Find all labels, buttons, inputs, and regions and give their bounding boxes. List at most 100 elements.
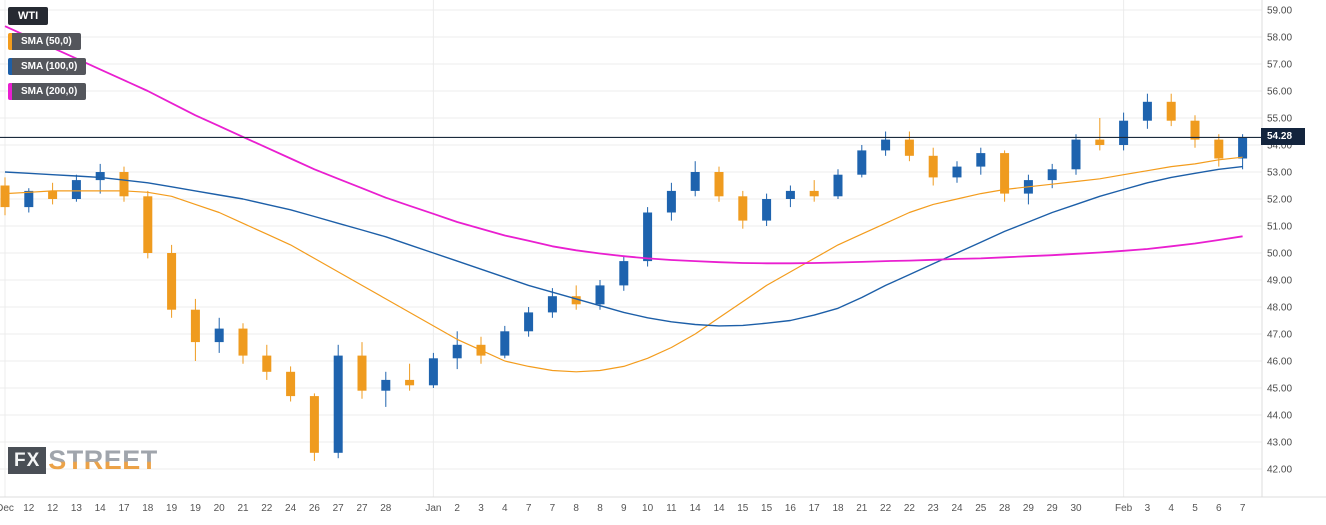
candle — [500, 325, 510, 359]
legend-sma-200[interactable]: SMA (200,0) — [8, 83, 87, 100]
candle — [928, 147, 938, 186]
y-tick-label: 55.00 — [1267, 114, 1292, 125]
y-tick-label: 45.00 — [1267, 384, 1292, 395]
x-tick-label: 27 — [356, 503, 368, 514]
candle — [1190, 115, 1200, 148]
fxstreet-logo-fx: FX — [8, 447, 47, 474]
x-tick-label: 27 — [333, 503, 345, 514]
candle — [119, 166, 129, 202]
candle — [547, 288, 557, 318]
candle — [595, 280, 605, 310]
candle — [1023, 174, 1033, 205]
x-tick-label: 22 — [904, 503, 916, 514]
candle — [405, 363, 415, 391]
y-tick-label: 46.00 — [1267, 357, 1292, 368]
candle — [238, 323, 248, 364]
candle — [976, 147, 986, 175]
candle — [714, 166, 724, 202]
candle — [190, 298, 200, 361]
x-tick-label: 28 — [380, 503, 392, 514]
candle — [1119, 112, 1129, 151]
x-tick-label: 13 — [71, 503, 83, 514]
legend-sma-50[interactable]: SMA (50,0) — [8, 33, 81, 50]
x-tick-label: 25 — [975, 503, 987, 514]
candle — [1166, 93, 1176, 127]
y-tick-label: 43.00 — [1267, 438, 1292, 449]
candle — [690, 161, 700, 197]
candle — [1095, 118, 1105, 151]
candle — [785, 185, 795, 208]
candle — [95, 163, 105, 194]
candle — [381, 371, 391, 407]
candle — [619, 255, 629, 291]
candle — [0, 177, 10, 216]
x-tick-label: 9 — [621, 503, 627, 514]
x-tick-label: 4 — [502, 503, 508, 514]
y-tick-label: 52.00 — [1267, 195, 1292, 206]
x-tick-label: 17 — [118, 503, 130, 514]
fxstreet-logo: FX STREET — [8, 447, 158, 474]
x-tick-label: 8 — [573, 503, 579, 514]
x-tick-label: Jan — [425, 503, 441, 514]
x-tick-label: 24 — [951, 503, 963, 514]
x-tick-label: 15 — [737, 503, 749, 514]
x-tick-label: 12 — [23, 503, 35, 514]
candle — [71, 174, 81, 202]
price-badge: 54.28 — [1261, 128, 1305, 146]
candle — [48, 182, 58, 205]
candle — [881, 131, 891, 156]
x-tick-label: 21 — [237, 503, 249, 514]
x-tick-label: 11 — [666, 503, 677, 514]
x-tick-label: 3 — [478, 503, 484, 514]
sma-50-line — [4, 156, 1243, 373]
candle — [738, 190, 748, 229]
y-tick-label: 53.00 — [1267, 168, 1292, 179]
candle — [833, 169, 843, 199]
x-tick-label: 18 — [832, 503, 844, 514]
x-tick-label: 7 — [526, 503, 532, 514]
x-tick-label: 18 — [142, 503, 154, 514]
candle — [214, 317, 224, 353]
sma-200-line — [4, 25, 1243, 265]
x-tick-label: 5 — [1192, 503, 1198, 514]
candle — [1142, 93, 1152, 129]
x-tick-label: 20 — [214, 503, 226, 514]
candle — [428, 352, 438, 388]
candle — [643, 207, 653, 267]
fxstreet-logo-street: STREET — [48, 445, 158, 475]
x-tick-label: 2 — [454, 503, 460, 514]
y-tick-label: 50.00 — [1267, 249, 1292, 260]
candle — [904, 131, 914, 162]
candle — [762, 193, 772, 226]
gridlines — [0, 0, 1262, 497]
x-tick-label: 19 — [190, 503, 202, 514]
candle — [1238, 134, 1248, 170]
candle — [571, 285, 581, 310]
x-tick-label: 14 — [95, 503, 107, 514]
legend-sma-100[interactable]: SMA (100,0) — [8, 58, 87, 75]
y-tick-label: 58.00 — [1267, 33, 1292, 44]
candle — [524, 307, 534, 337]
y-axis: 59.00 58.00 57.00 56.00 55.00 54.00 53.00 52.00… — [1267, 6, 1292, 476]
x-tick-label: 8 — [597, 503, 603, 514]
x-tick-label: 14 — [713, 503, 725, 514]
candle — [857, 145, 867, 178]
x-tick-label: 12 — [47, 503, 59, 514]
x-tick-label: 24 — [285, 503, 297, 514]
x-tick-label: 7 — [550, 503, 556, 514]
candlestick-series — [0, 93, 1248, 461]
x-tick-label: 17 — [809, 503, 821, 514]
candle — [666, 182, 676, 221]
symbol-badge-wti[interactable]: WTI — [8, 7, 49, 25]
x-tick-label: 14 — [690, 503, 702, 514]
x-tick-label: 10 — [642, 503, 654, 514]
x-tick-label: 6 — [1216, 503, 1222, 514]
x-tick-label: Dec — [0, 503, 14, 514]
candle — [143, 190, 153, 259]
x-tick-label: 19 — [166, 503, 178, 514]
x-tick-label: 29 — [1023, 503, 1035, 514]
x-axis: Dec12121314171819192021222426272728Jan23… — [0, 503, 1246, 514]
candle — [262, 344, 272, 380]
